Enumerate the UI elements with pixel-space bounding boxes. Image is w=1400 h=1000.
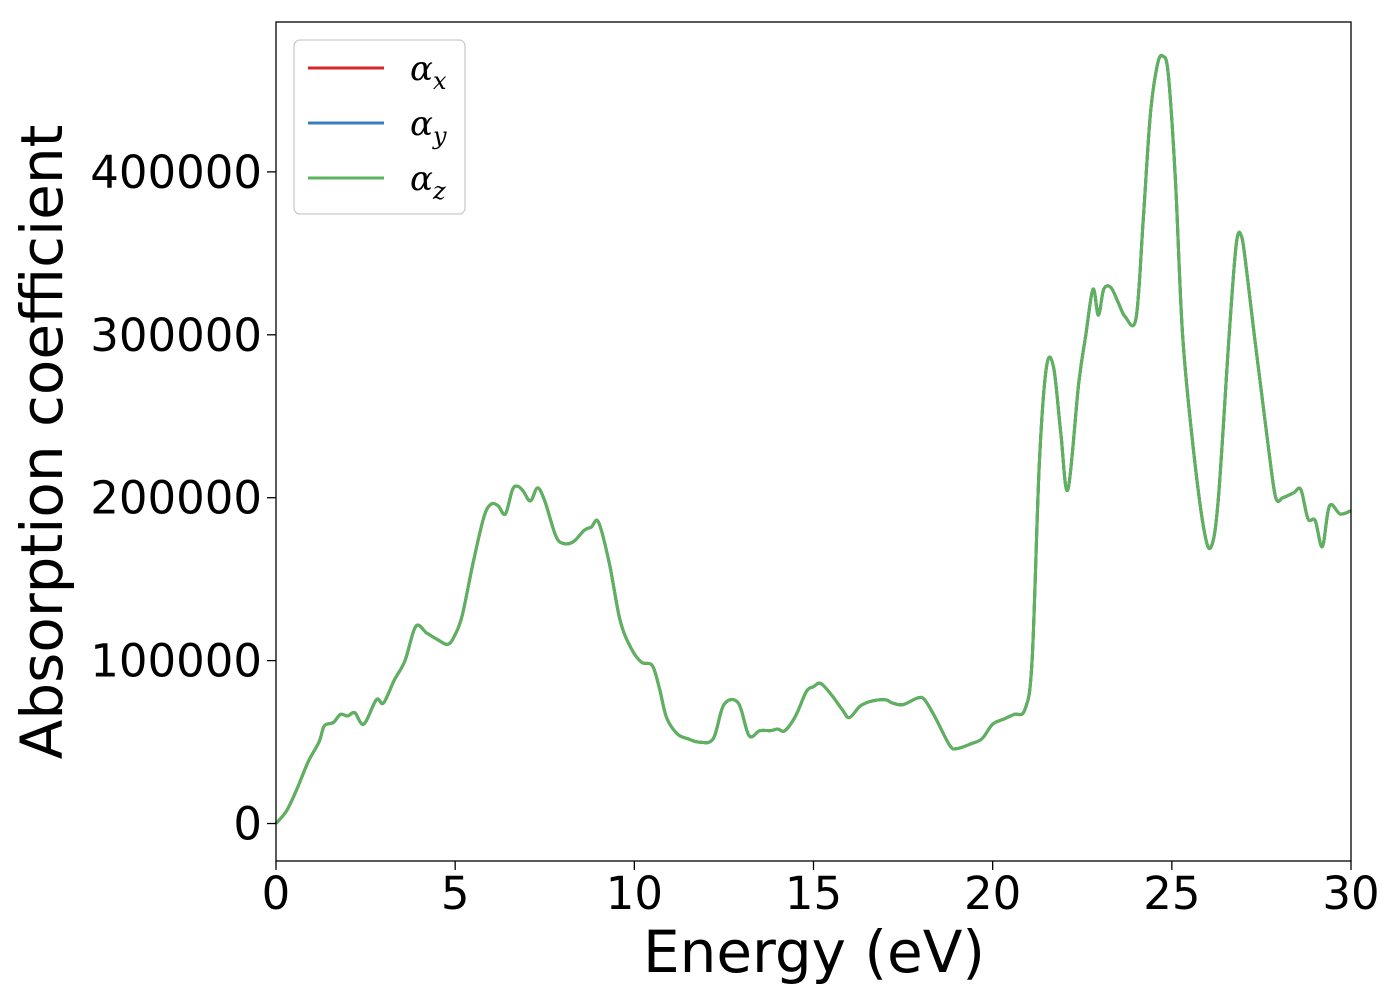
legend-label-z: αz [410,159,446,205]
series-line-z [274,53,1352,825]
legend-label-y: αy [410,104,447,150]
x-tick-label: 25 [1143,867,1200,920]
x-tick-label: 5 [441,867,470,920]
x-tick-label: 0 [262,867,291,920]
legend: αx αy αz [293,39,466,215]
y-tick-label: 400000 [90,146,262,199]
y-tick-label: 0 [233,798,262,851]
x-tick-label: 10 [606,867,663,920]
y-tick-label: 200000 [90,472,262,525]
series-lines [274,53,1352,825]
x-tick-label: 15 [785,867,842,920]
x-tick-label: 20 [964,867,1021,920]
axis-ticks: 0 5 10 15 20 25 30 0 100000 200000 300000 400000 [90,146,1379,920]
x-axis-title: Energy (eV) [643,918,985,986]
y-axis-title: Absorption coefficient [8,125,76,760]
legend-box [293,39,466,215]
y-tick-label: 100000 [90,635,262,688]
legend-label-x: αx [410,49,447,95]
plot-frame [275,21,1352,862]
y-tick-label: 300000 [90,309,262,362]
x-tick-label: 30 [1322,867,1379,920]
